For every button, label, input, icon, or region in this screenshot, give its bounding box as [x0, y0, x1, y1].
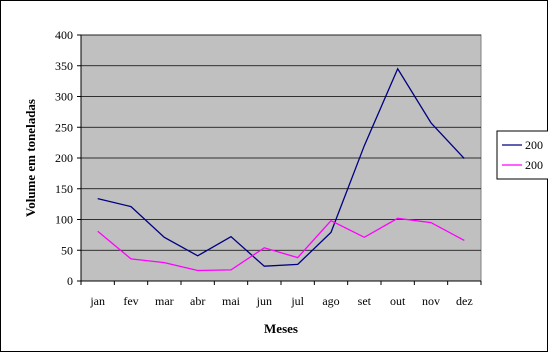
- y-tick-label: 250: [55, 120, 73, 134]
- axes: [77, 34, 482, 285]
- series-layer: [97, 67, 465, 272]
- x-tick-label: jun: [256, 294, 272, 308]
- y-tick-label: 300: [55, 90, 73, 104]
- x-tick-label: ago: [322, 294, 339, 308]
- series-line-1: [97, 67, 465, 267]
- x-tick-label: fev: [123, 294, 138, 308]
- x-tick-label: out: [390, 294, 406, 308]
- y-axis-ticks: 0 50 100 150 200 250 300 350 400: [55, 28, 73, 288]
- x-axis-ticks: jan fev mar abr mai jun jul ago set out nov dez: [89, 294, 472, 308]
- y-tick-label: 150: [55, 182, 73, 196]
- x-tick-label: jul: [290, 294, 304, 308]
- x-tick-label: mar: [155, 294, 174, 308]
- y-axis-title: Volume em toneladas: [23, 99, 38, 217]
- x-axis-title: Meses: [264, 321, 298, 336]
- y-tick-label: 200: [55, 151, 73, 165]
- x-tick-label: set: [358, 294, 372, 308]
- gridlines: [81, 34, 481, 251]
- x-tick-label: jan: [89, 294, 105, 308]
- x-tick-label: nov: [422, 294, 440, 308]
- legend-box: [496, 130, 548, 180]
- x-tick-label: abr: [190, 294, 205, 308]
- legend-label-1: 200: [525, 138, 543, 152]
- legend-label-2: 200: [525, 158, 543, 172]
- x-tick-label: dez: [456, 294, 473, 308]
- y-tick-label: 0: [67, 274, 73, 288]
- y-tick-label: 50: [61, 243, 73, 257]
- y-tick-label: 100: [55, 213, 73, 227]
- x-tick-label: mai: [222, 294, 241, 308]
- y-tick-label: 400: [55, 28, 73, 42]
- series-line-2: [97, 217, 465, 272]
- y-tick-label: 350: [55, 59, 73, 73]
